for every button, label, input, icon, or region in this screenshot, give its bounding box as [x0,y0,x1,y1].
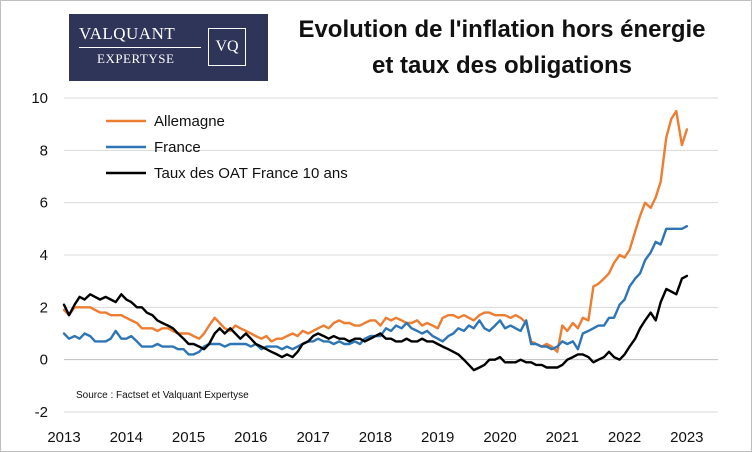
x-tick-label: 2013 [47,429,80,446]
x-tick-label: 2018 [359,429,392,446]
y-tick-label: -2 [35,404,48,421]
logo-line1: VALQUANT [79,24,176,43]
y-axis-ticks: -2 0 2 4 6 8 10 [31,90,48,421]
x-tick-label: 2022 [608,429,641,446]
valquant-logo: VALQUANT EXPERTYSE VQ [69,14,268,81]
series-line-2 [62,274,689,372]
logo-rule [79,47,201,48]
chart-title: Evolution de l'inflation hors énergie et… [272,12,732,84]
y-tick-label: 0 [40,352,48,369]
gridlines [64,97,718,413]
x-tick-label: 2021 [546,429,579,446]
x-tick-label: 2020 [483,429,516,446]
x-tick-label: 2016 [234,429,267,446]
y-tick-label: 8 [40,142,48,159]
x-tick-label: 2023 [670,429,703,446]
logo-line2: EXPERTYSE [97,51,175,66]
x-axis-ticks: 2013 2014 2015 2016 2017 2018 2019 2020 2021 2022… [47,429,703,446]
x-tick-label: 2015 [172,429,205,446]
x-tick-label: 2017 [296,429,329,446]
logo-mark: VQ [208,28,246,66]
series-lines [62,109,689,372]
y-tick-label: 10 [31,90,48,107]
y-tick-label: 2 [40,299,48,316]
series-line-0 [62,109,689,353]
legend-label-2: Taux des OAT France 10 ans [154,165,348,182]
chart-title-line2: et taux des obligations [371,52,633,79]
y-tick-label: 4 [40,247,48,264]
chart-title-line1: Evolution de l'inflation hors énergie [298,16,706,43]
x-tick-label: 2019 [421,429,454,446]
legend-label-0: Allemagne [154,113,225,130]
legend: Allemagne France Taux des OAT France 10 an… [106,113,348,182]
x-tick-label: 2014 [110,429,143,446]
y-tick-label: 6 [40,195,48,212]
legend-label-1: France [154,139,201,156]
source-note: Source : Factset et Valquant Expertyse [76,390,249,401]
